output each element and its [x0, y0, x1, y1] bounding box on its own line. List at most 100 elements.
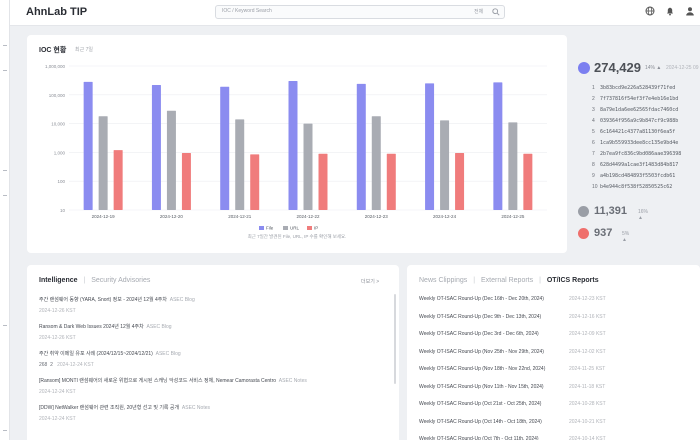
bar-file[interactable] [425, 83, 435, 210]
tab-ot-ics-reports[interactable]: OT/ICS Reports [546, 277, 599, 284]
report-title[interactable]: Weekly OT-ISAC Round-Up (Dec 16th - Dec … [419, 296, 544, 302]
report-row[interactable]: Weekly OT-ISAC Round-Up (Oct 7th - Oct 1… [419, 436, 606, 440]
bar-ip[interactable] [386, 153, 396, 210]
rail-marker[interactable] [3, 45, 7, 46]
hash-row[interactable]: 10 b4e944c8f538f52850525c62 [592, 184, 672, 190]
report-title[interactable]: Weekly OT-ISAC Round-Up (Oct 14th - Oct … [419, 418, 542, 425]
tab-external-reports[interactable]: External Reports [480, 277, 534, 284]
app-title[interactable]: AhnLab TIP [26, 6, 88, 18]
bar-file[interactable] [151, 84, 161, 210]
hash-value[interactable]: 8a79e1da6ee62565fdac7460cd [600, 107, 679, 113]
tab-intelligence[interactable]: Intelligence [39, 277, 78, 284]
bar-url[interactable] [166, 110, 176, 210]
bar-url[interactable] [440, 120, 450, 210]
intel-list-item[interactable]: [DDW] NetWalker 랜섬웨어 관련 조직원, 20년형 선고 및 기… [39, 404, 384, 422]
intel-list-item[interactable]: Ransom & Dark Web Issues 2024년 12월 4주차 A… [39, 323, 384, 341]
bar-file[interactable] [83, 81, 93, 210]
hash-rank: 3 [592, 107, 595, 113]
hash-value[interactable]: 039364f956a9c9b847cf9c988b [600, 118, 679, 124]
report-row[interactable]: Weekly OT-ISAC Round-Up (Dec 16th - Dec … [419, 296, 606, 302]
hash-row[interactable]: 1 3b83bcd9e226a528439f71fed [592, 85, 675, 91]
search-input[interactable]: IOC / Keyword Search [222, 8, 272, 14]
intel-scrollbar[interactable] [394, 294, 396, 384]
hash-row[interactable]: 6 1ca9b559933dee8cc135e9bd4e [592, 140, 678, 146]
search-box[interactable]: IOC / Keyword Search 전체 [215, 5, 505, 19]
bar-file[interactable] [220, 86, 230, 210]
report-row[interactable]: Weekly OT-ISAC Round-Up (Nov 11th - Nov … [419, 383, 605, 390]
report-title[interactable]: Weekly OT-ISAC Round-Up (Nov 18th - Nov … [419, 366, 546, 372]
hash-rank: 2 [592, 96, 595, 102]
intel-list-item[interactable]: [Ransom] MONTI 랜섬웨어의 새로운 위협으로 게시된 스캐닝 악성… [39, 377, 384, 395]
rail-marker[interactable] [3, 70, 7, 71]
bar-ip[interactable] [318, 153, 328, 210]
bar-ip[interactable] [181, 153, 191, 210]
globe-icon[interactable] [645, 6, 655, 16]
hash-value[interactable]: 2b7ea9fc836c9bd086aae396398 [600, 151, 682, 157]
intel-list-item[interactable]: 주간 랜섬웨어 동향 (YARA, Snort) 정보 - 2024년 12월 … [39, 296, 384, 314]
intel-item-title[interactable]: 주간 랜섬웨어 동향 (YARA, Snort) 정보 - 2024년 12월 … [39, 297, 167, 303]
rail-marker[interactable] [3, 430, 7, 431]
report-title[interactable]: Weekly OT-ISAC Round-Up (Nov 11th - Nov … [419, 383, 544, 390]
legend-label[interactable]: URL [290, 226, 299, 231]
bar-url[interactable] [303, 123, 313, 210]
hash-value[interactable]: 628d4499a1cae3f1483d84b817 [600, 162, 679, 168]
bar-ip[interactable] [455, 153, 465, 210]
report-date: 2024-12-23 KST [569, 296, 606, 302]
hash-row[interactable]: 4 039364f956a9c9b847cf9c988b [592, 118, 678, 124]
bar-file[interactable] [493, 82, 503, 210]
hash-row[interactable]: 5 6c164421c4377a81130f6ea5f [592, 129, 675, 135]
report-title[interactable]: Weekly OT-ISAC Round-Up (Dec 3rd - Dec 6… [419, 331, 539, 337]
report-row[interactable]: Weekly OT-ISAC Round-Up (Nov 18th - Nov … [419, 366, 605, 372]
user-icon[interactable] [685, 6, 695, 16]
hash-row[interactable]: 2 7f737816f54ef3f7e4eb16e1bd [592, 96, 678, 102]
intel-item-source: ASEC Notes [278, 378, 307, 384]
report-title[interactable]: Weekly OT-ISAC Round-Up (Oct 7th - Oct 1… [419, 436, 539, 440]
bar-url[interactable] [98, 116, 108, 210]
legend-label[interactable]: File [266, 226, 274, 231]
hash-row[interactable]: 9 a4b198cd484893f5503fcdb61 [592, 173, 675, 179]
bar-ip[interactable] [113, 150, 123, 210]
report-row[interactable]: Weekly OT-ISAC Round-Up (Oct 14th - Oct … [419, 418, 606, 425]
intel-item-title[interactable]: 주간 취약 이메일 유포 사례 (2024/12/15~2024/12/21) [39, 351, 153, 357]
rail-marker[interactable] [3, 170, 7, 171]
intel-item-title[interactable]: Ransom & Dark Web Issues 2024년 12월 4주차 [39, 324, 144, 330]
bar-ip[interactable] [250, 154, 260, 210]
hash-value[interactable]: 1ca9b559933dee8cc135e9bd4e [600, 140, 679, 146]
bar-url[interactable] [235, 119, 245, 210]
intel-item-title[interactable]: [Ransom] MONTI 랜섬웨어의 새로운 위협으로 게시된 스캐닝 악성… [39, 378, 277, 384]
report-row[interactable]: Weekly OT-ISAC Round-Up (Oct 21st - Oct … [419, 401, 606, 407]
search-icon[interactable] [492, 8, 500, 16]
search-scope-select[interactable]: 전체 [474, 9, 484, 15]
bar-file[interactable] [288, 81, 298, 211]
rail-marker[interactable] [3, 325, 7, 326]
hash-row[interactable]: 8 628d4499a1cae3f1483d84b817 [592, 162, 678, 168]
more-link[interactable]: 더보기 > [361, 279, 380, 285]
report-row[interactable]: Weekly OT-ISAC Round-Up (Dec 3rd - Dec 6… [419, 331, 606, 337]
bar-ip[interactable] [523, 153, 533, 210]
report-title[interactable]: Weekly OT-ISAC Round-Up (Nov 25th - Nov … [419, 348, 544, 355]
bell-icon[interactable] [665, 6, 675, 16]
bar-url[interactable] [371, 116, 381, 210]
bar-file[interactable] [356, 83, 366, 210]
hash-value[interactable]: a4b198cd484893f5503fcdb61 [600, 173, 676, 179]
hash-value[interactable]: 3b83bcd9e226a528439f71fed [600, 85, 676, 91]
hash-value[interactable]: 6c164421c4377a81130f6ea5f [600, 129, 676, 135]
hash-row[interactable]: 7 2b7ea9fc836c9bd086aae396398 [592, 151, 681, 157]
hash-value[interactable]: b4e944c8f538f52850525c62 [600, 184, 673, 190]
hash-rank: 4 [592, 118, 595, 124]
report-row[interactable]: Weekly OT-ISAC Round-Up (Dec 9th - Dec 1… [419, 313, 606, 320]
rail-marker[interactable] [3, 195, 7, 196]
legend-label[interactable]: IP [314, 226, 318, 231]
report-row[interactable]: Weekly OT-ISAC Round-Up (Nov 25th - Nov … [419, 348, 606, 355]
intel-item-title[interactable]: [DDW] NetWalker 랜섬웨어 관련 조직원, 20년형 선고 및 기… [39, 405, 180, 411]
tab-security-advisories[interactable]: Security Advisories [91, 277, 151, 284]
tab-news-clippings[interactable]: News Clippings [419, 277, 468, 284]
report-title[interactable]: Weekly OT-ISAC Round-Up (Oct 21st - Oct … [419, 401, 542, 407]
report-title[interactable]: Weekly OT-ISAC Round-Up (Dec 9th - Dec 1… [419, 313, 542, 320]
bar-url[interactable] [508, 122, 518, 210]
chart-caption: 최근 7일간 발견된 File, URL, IP 수를 확인해 보세요. [248, 233, 347, 240]
intel-list-item[interactable]: 주간 취약 이메일 유포 사례 (2024/12/15~2024/12/21) … [39, 350, 384, 368]
hash-row[interactable]: 3 8a79e1da6ee62565fdac7460cd [592, 107, 678, 113]
hash-value[interactable]: 7f737816f54ef3f7e4eb16e1bd [600, 96, 679, 102]
file-icon [578, 62, 590, 74]
